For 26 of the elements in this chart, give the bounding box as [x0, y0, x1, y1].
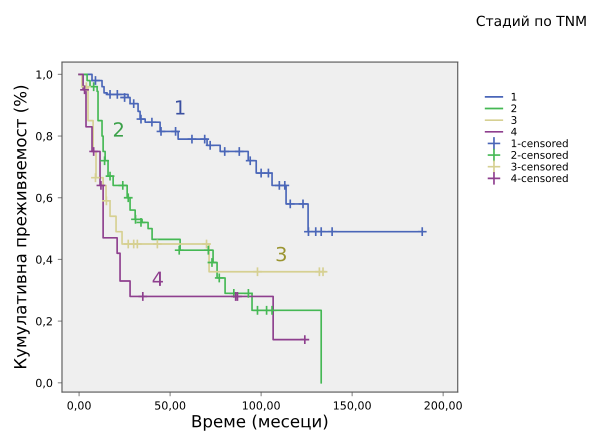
x-tick-label: 150,00 — [334, 401, 371, 411]
text: 3 — [276, 246, 286, 262]
legend-label: 1-censored — [512, 139, 568, 148]
y-axis-title: Кумулативна преживяемост (%) — [14, 86, 30, 368]
x-tick-label: 200,00 — [424, 401, 462, 411]
y-tick-label: 0,4 — [36, 255, 52, 265]
legend-label: 4 — [511, 128, 517, 136]
x-tick-label: 100,00 — [242, 401, 280, 411]
legend-label: 1 — [512, 92, 516, 101]
legend-label: 2 — [511, 104, 516, 112]
x-tick-label: 50,00 — [155, 401, 186, 411]
y-tick-label: 0,6 — [36, 194, 52, 204]
legend-label: 2-censored — [511, 150, 568, 159]
y-tick-label: 0,2 — [36, 317, 52, 327]
text: 1 — [176, 100, 184, 114]
y-tick-label: 0,8 — [36, 132, 52, 142]
y-tick-label: 0,0 — [36, 378, 52, 388]
legend-label: 3-censored — [511, 162, 568, 171]
x-axis-title: Време (месеци) — [192, 414, 328, 431]
x-tick-label: 0,00 — [67, 401, 91, 411]
legend-label: 4-censored — [511, 174, 568, 182]
text: 2 — [114, 122, 123, 137]
legend-title: Стадий по TNM — [476, 15, 586, 28]
y-tick-label: 1,0 — [36, 70, 52, 80]
legend-label: 3 — [511, 116, 516, 124]
text: 4 — [152, 272, 163, 286]
